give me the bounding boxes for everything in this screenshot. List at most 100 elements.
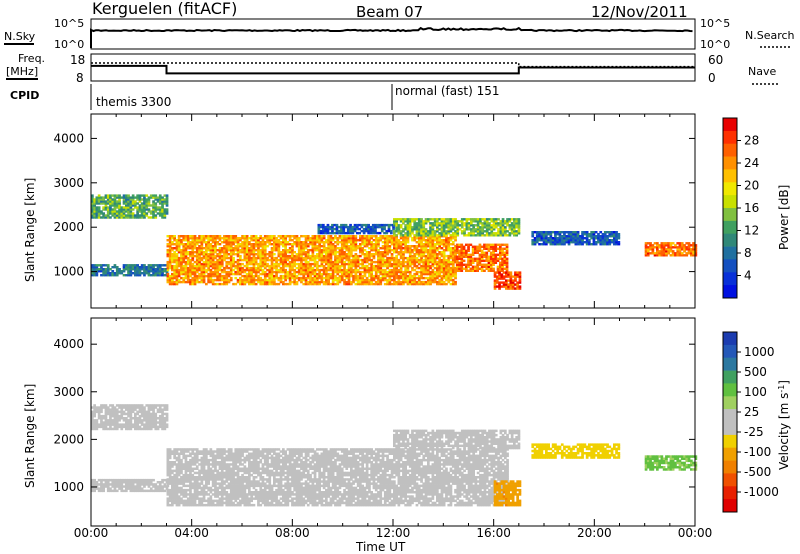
power-cells-cell-2614 [436, 254, 439, 258]
power-cells-cell-2187 [390, 282, 394, 286]
power-cells-cell-3870 [474, 228, 478, 231]
power-cells-cell-81 [129, 268, 133, 271]
power-cells-cell-611 [214, 264, 217, 268]
power-cells-cell-2747 [449, 237, 453, 240]
power-cells-cell-1496 [313, 254, 317, 258]
power-cells-cell-1951 [363, 258, 367, 262]
power-cells-cell-662 [218, 239, 222, 242]
power-cells-cell-1100 [268, 237, 272, 240]
power-cells-cell-1292 [291, 254, 294, 258]
power-cells-cell-3009 [499, 245, 502, 248]
power-cells-cell-3976 [506, 234, 509, 237]
power-cells-cell-2826 [460, 249, 464, 252]
power-cells-cell-569 [209, 260, 213, 264]
power-cells-cell-1762 [343, 266, 346, 270]
power-cells-cell-1515 [316, 260, 319, 264]
power-cells-cell-2890 [476, 267, 479, 270]
power-cells-cell-3192 [104, 208, 108, 211]
power-cells-cell-608 [214, 270, 217, 274]
power-cells-cell-993 [257, 253, 260, 256]
power-cells-cell-2139 [383, 243, 387, 246]
power-cells-cell-2382 [411, 256, 414, 260]
power-cells-cell-386 [189, 247, 192, 250]
power-cells-cell-776 [232, 247, 235, 250]
power-cells-cell-2210 [393, 272, 396, 276]
power-cells-cell-3446 [163, 216, 167, 219]
power-cells-cell-1079 [266, 241, 269, 244]
power-cells-cell-1127 [273, 278, 276, 282]
power-cells-cell-3572 [374, 223, 377, 227]
power-cells-cell-1989 [368, 266, 371, 270]
power-cells-cell-808 [236, 253, 240, 256]
power-cells-cell-2402 [413, 253, 417, 256]
vel-cells-cell-296 [177, 473, 181, 477]
power-cells-cell-3079 [505, 287, 508, 290]
power-cells-cell-4212 [551, 237, 555, 240]
power-cells-cell-1131 [273, 266, 276, 270]
power-cells-cell-1828 [350, 264, 353, 268]
power-cells-cell-3341 [136, 196, 139, 199]
power-cells-cell-2552 [429, 245, 432, 248]
power-cells-cell-2742 [449, 251, 453, 254]
power-cells-cell-451 [195, 247, 199, 250]
power-cells-cell-892 [245, 243, 249, 246]
power-cells-cell-1855 [352, 249, 355, 252]
power-cells-cell-2130 [383, 262, 387, 266]
vel-cells-cell-483 [198, 503, 201, 507]
power-cells-cell-1097 [268, 243, 272, 246]
power-cells-cell-1102 [270, 282, 274, 286]
power-cells-cell-1946 [363, 270, 367, 274]
power-cells-cell-4126 [685, 252, 689, 255]
power-cells-cell-4004 [513, 218, 516, 221]
power-cells-cell-1625 [327, 245, 330, 248]
power-cells-cell-1728 [338, 249, 342, 252]
power-cells-cell-3291 [125, 196, 128, 199]
power-cells-cell-1380 [302, 276, 306, 280]
power-cells-cell-1808 [347, 260, 351, 264]
power-cells-cell-2688 [445, 278, 448, 282]
power-cells-cell-1276 [288, 247, 292, 250]
power-cells-cell-3000 [499, 265, 502, 268]
vel-cells-cell-222 [171, 493, 174, 496]
power-cells-cell-747 [229, 268, 233, 272]
power-cells-cell-414 [191, 235, 195, 238]
power-cells-cell-1191 [279, 258, 283, 262]
power-cells-cell-3016 [501, 259, 504, 262]
power-cells-cell-100 [138, 274, 142, 277]
power-cells-cell-2939 [485, 251, 489, 254]
power-cells-cell-3393 [149, 212, 153, 215]
power-cells-cell-4119 [680, 242, 684, 245]
power-cells-cell-3292 [125, 194, 128, 197]
power-cells-cell-2146 [386, 278, 389, 282]
power-cells-cell-335 [184, 266, 188, 270]
power-cells-cell-1963 [365, 280, 369, 284]
power-cells-cell-442 [195, 264, 199, 268]
power-cells-cell-3437 [161, 212, 164, 215]
power-cells-cell-1540 [318, 247, 321, 250]
power-cells-cell-1009 [259, 264, 263, 268]
power-cells-cell-943 [252, 276, 256, 280]
power-cells-cell-2384 [411, 251, 414, 254]
power-cells-cell-5 [91, 264, 94, 267]
power-cells-cell-3243 [115, 214, 119, 217]
power-cells-cell-3775 [445, 230, 448, 233]
power-cells-cell-1239 [284, 245, 287, 248]
vel-cells-cell-426 [191, 478, 195, 481]
power-cells-cell-987 [257, 268, 260, 272]
power-cells-cell-1626 [327, 243, 330, 246]
power-cells-cell-325 [182, 243, 186, 246]
power-cells-cell-599 [211, 245, 215, 248]
power-cells-cell-1778 [345, 280, 349, 284]
power-cells-cell-1604 [325, 247, 328, 250]
power-cells-cell-1104 [270, 278, 274, 282]
power-cells-cell-594 [211, 254, 215, 258]
power-cells-cell-1824 [350, 272, 353, 276]
power-cells-cell-2933 [485, 265, 489, 268]
power-cells-cell-3367 [143, 208, 146, 211]
power-cells-cell-3152 [93, 198, 96, 201]
power-cells-cell-2498 [424, 264, 428, 268]
power-cells-cell-3195 [104, 202, 108, 205]
power-cells-cell-333 [184, 270, 188, 274]
power-cells-cell-3331 [134, 200, 137, 203]
power-cells-cell-679 [220, 247, 224, 250]
